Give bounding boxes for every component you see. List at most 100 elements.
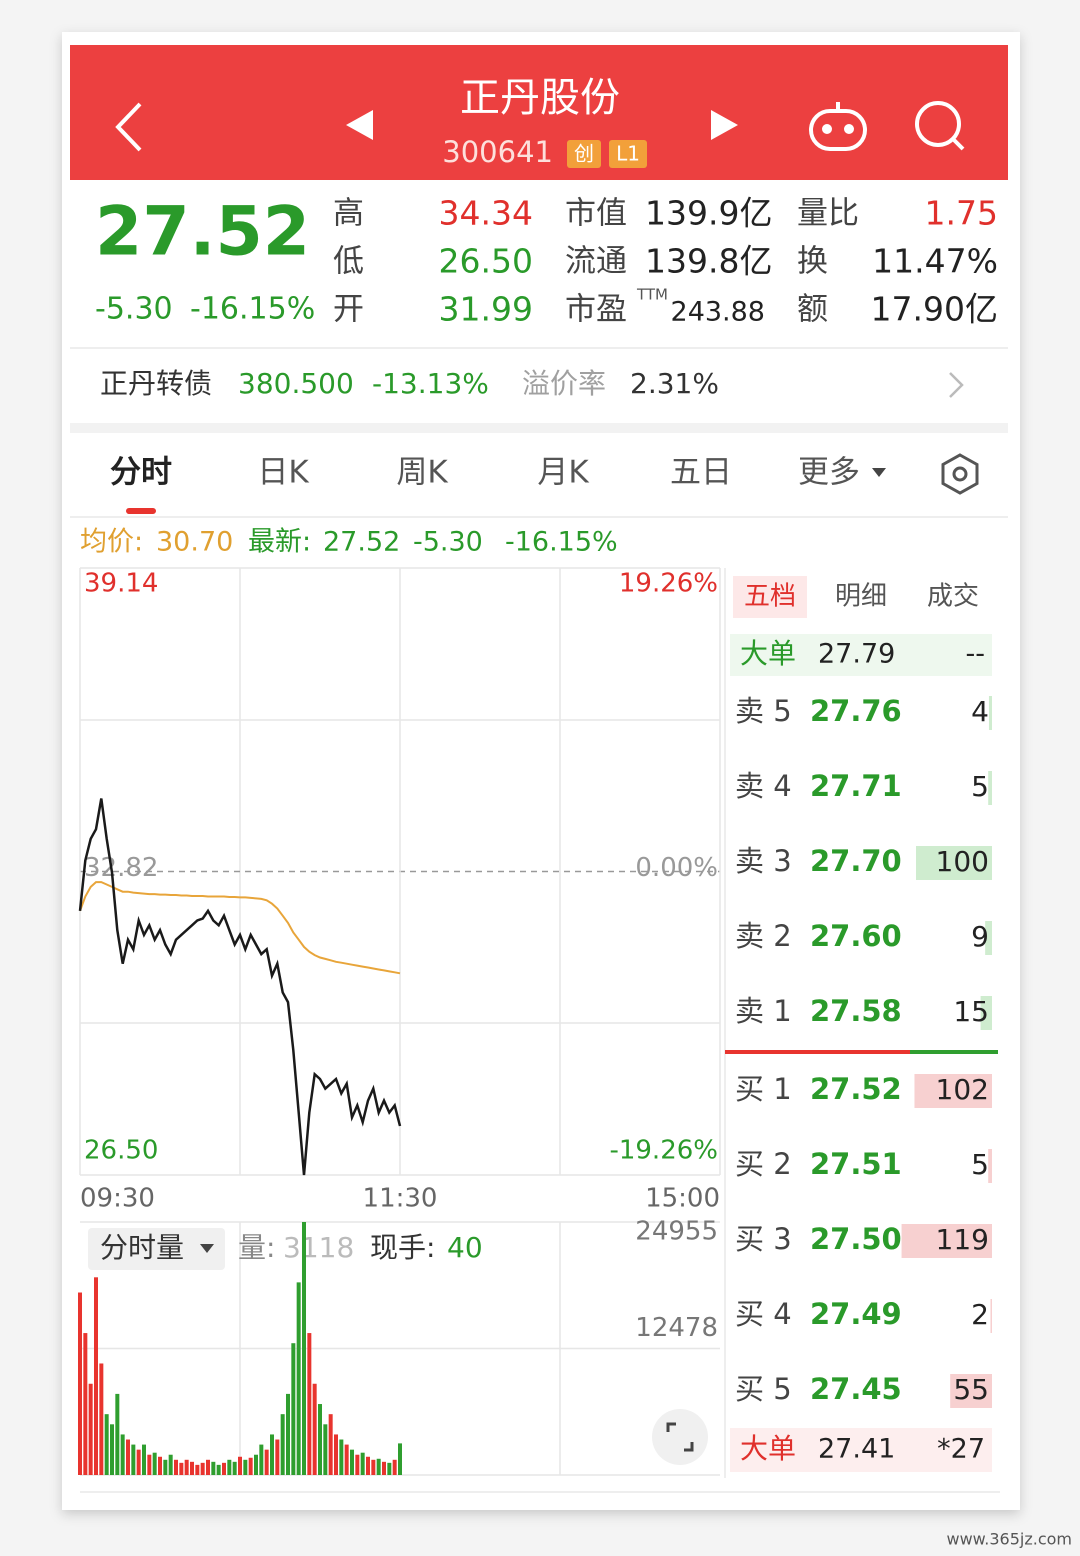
volume-bar — [136, 1449, 141, 1475]
x-tick-label: 09:30 — [80, 1184, 155, 1214]
premium-value: 2.31% — [630, 367, 719, 400]
stat-sup: TTM — [636, 286, 668, 304]
tab[interactable]: 五日 — [670, 455, 732, 491]
stat-value: 11.47% — [872, 242, 998, 281]
book-qty: 119 — [936, 1223, 989, 1256]
book-tab[interactable]: 五档 — [744, 582, 796, 612]
volume-bar — [99, 1363, 104, 1475]
tab[interactable]: 分时 — [110, 455, 172, 491]
section-gap — [70, 423, 1008, 433]
hand-value: 40 — [447, 1231, 483, 1264]
qty-bar — [980, 996, 992, 1030]
volume-bar — [147, 1454, 152, 1475]
legend-text: 最新: — [248, 527, 311, 558]
legend-text: 均价: — [80, 527, 143, 558]
tab[interactable]: 日K — [257, 455, 309, 491]
big-buy-bg — [730, 1428, 992, 1472]
y-tick-label: 26.50 — [84, 1136, 158, 1166]
volume-bar — [291, 1343, 296, 1475]
stat-label: 换 — [797, 244, 828, 280]
premium-label: 溢价率 — [522, 367, 606, 400]
stat-value: 243.88 — [671, 297, 765, 328]
search-icon[interactable] — [915, 101, 965, 151]
volume-bar — [334, 1434, 338, 1475]
price-change: -5.30 — [95, 292, 173, 327]
volume-bar — [174, 1459, 178, 1475]
robot-icon[interactable] — [809, 102, 867, 151]
back-button[interactable] — [115, 102, 142, 152]
volume-bar — [355, 1454, 360, 1475]
book-tab[interactable]: 成交 — [927, 582, 979, 612]
volume-bar — [275, 1439, 280, 1475]
bond-arrow[interactable] — [949, 372, 964, 398]
volume-bar — [387, 1462, 392, 1475]
stat-label: 高 — [333, 196, 364, 232]
volume-bar — [168, 1454, 173, 1475]
volume-selector-label[interactable]: 分时量 — [100, 1231, 184, 1264]
badge: L1 — [616, 142, 640, 166]
volume-bar — [120, 1434, 125, 1475]
badge-bg — [609, 140, 647, 168]
book-label: 买 4 — [735, 1297, 792, 1331]
y-tick-label: 24955 — [635, 1217, 718, 1247]
badge: 创 — [574, 142, 594, 166]
volume-bar — [350, 1449, 354, 1475]
volume-bar — [152, 1452, 157, 1475]
expand-icon — [666, 1422, 694, 1452]
volume-bar — [104, 1414, 109, 1475]
book-label: 买 3 — [735, 1222, 792, 1256]
y-tick-label: 12478 — [635, 1313, 718, 1343]
prev-stock[interactable] — [346, 110, 373, 140]
book-tab[interactable]: 明细 — [835, 582, 887, 612]
volume-bar — [259, 1444, 264, 1475]
book-price: 27.51 — [810, 1147, 902, 1181]
bond-name[interactable]: 正丹转债 — [100, 367, 212, 400]
stat-label: 市值 — [565, 196, 627, 232]
active-tab-indicator — [126, 508, 156, 514]
more-caret — [872, 468, 886, 477]
book-label: 买 5 — [735, 1372, 792, 1406]
volume-bar — [344, 1444, 349, 1475]
volume-selector[interactable] — [88, 1228, 225, 1270]
stat-value: 1.75 — [925, 194, 998, 233]
bond-price: 380.500 — [238, 367, 354, 400]
book-qty: 100 — [936, 845, 989, 878]
book-label: 买 1 — [735, 1072, 792, 1106]
volume-bar — [264, 1449, 269, 1475]
book-qty: 102 — [936, 1073, 989, 1106]
selector-caret — [200, 1244, 214, 1253]
volume-bar — [110, 1424, 114, 1475]
volume-bar — [94, 1277, 98, 1475]
next-stock[interactable] — [711, 110, 738, 140]
stat-value: 26.50 — [439, 242, 533, 281]
volume-bar — [126, 1439, 130, 1475]
volume-bar — [318, 1404, 322, 1475]
book-price: 27.49 — [810, 1297, 902, 1331]
qty-bar — [988, 1149, 992, 1183]
settings-icon[interactable] — [941, 453, 979, 495]
stat-value: 34.34 — [439, 194, 533, 233]
volume-bar — [184, 1459, 189, 1475]
legend-text: 30.70 — [156, 527, 233, 558]
y-tick-label: 32.82 — [84, 853, 158, 883]
big-order-label: 大单 — [740, 637, 796, 670]
qty-bar — [988, 771, 992, 805]
tab[interactable]: 月K — [537, 455, 589, 491]
volume-bar — [211, 1461, 216, 1475]
tab[interactable]: 周K — [396, 455, 448, 491]
volume-bar — [312, 1383, 317, 1475]
expand-button[interactable] — [652, 1409, 708, 1465]
volume-bar — [302, 1222, 306, 1475]
qty-bar — [988, 696, 992, 730]
volume-bar — [243, 1459, 248, 1475]
x-tick-label: 15:00 — [645, 1184, 720, 1214]
volume-bar — [195, 1464, 200, 1475]
qty-bar — [950, 1374, 992, 1408]
last-price: 27.52 — [95, 193, 310, 272]
volume-bar — [286, 1393, 290, 1475]
book-price: 27.76 — [810, 694, 902, 728]
volume-bar — [206, 1459, 210, 1475]
book-qty: 5 — [971, 1148, 989, 1181]
tab[interactable]: 更多 — [798, 455, 860, 491]
book-qty: 55 — [953, 1373, 989, 1406]
